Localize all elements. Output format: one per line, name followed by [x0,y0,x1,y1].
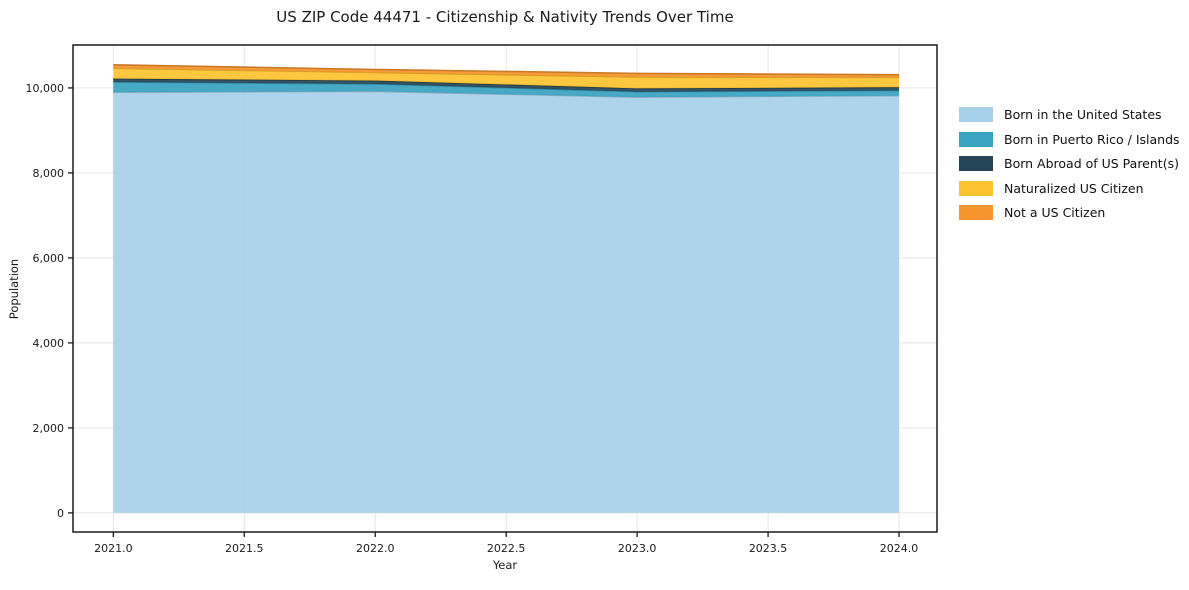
legend-label: Born in Puerto Rico / Islands [1004,131,1180,147]
x-tick-label: 2023.0 [618,542,657,555]
legend-swatch-icon [959,131,993,147]
x-axis-label: Year [492,558,518,572]
x-tick-label: 2024.0 [880,542,919,555]
chart-title: US ZIP Code 44471 - Citizenship & Nativi… [276,8,734,26]
area-edge-series-4 [113,64,900,76]
x-tick-label: 2022.0 [356,542,395,555]
legend-item: Born in the United States [959,107,1180,122]
y-tick-label: 6,000 [33,252,65,265]
area-series-0 [113,91,900,513]
legend: Born in the United States Born in Puerto … [959,107,1180,220]
legend-swatch-icon [959,107,993,122]
x-tick-label: 2021.0 [94,542,133,555]
plot-border [72,44,938,533]
legend-label: Naturalized US Citizen [1004,180,1144,196]
y-tick-label: 2,000 [33,422,65,435]
legend-item: Born in Puerto Rico / Islands [959,131,1180,147]
x-tick-label: 2022.5 [487,542,526,555]
y-tick-label: 4,000 [33,337,65,350]
x-tick-label: 2021.5 [225,542,264,555]
y-tick-label: 0 [57,507,64,520]
legend-swatch-icon [959,156,993,171]
legend-item: Not a US Citizen [959,205,1180,220]
legend-label: Born Abroad of US Parent(s) [1004,156,1179,171]
legend-item: Born Abroad of US Parent(s) [959,156,1180,171]
y-tick-label: 8,000 [33,167,65,180]
x-tick-label: 2023.5 [749,542,788,555]
legend-swatch-icon [959,205,993,220]
area-series-1 [113,82,900,98]
area-series-3 [113,68,900,89]
y-axis-label: Population [7,258,21,320]
y-tick-label: 10,000 [26,82,65,95]
legend-swatch-icon [959,180,993,196]
legend-label: Born in the United States [1004,107,1162,122]
legend-label: Not a US Citizen [1004,205,1106,220]
legend-item: Naturalized US Citizen [959,180,1180,196]
